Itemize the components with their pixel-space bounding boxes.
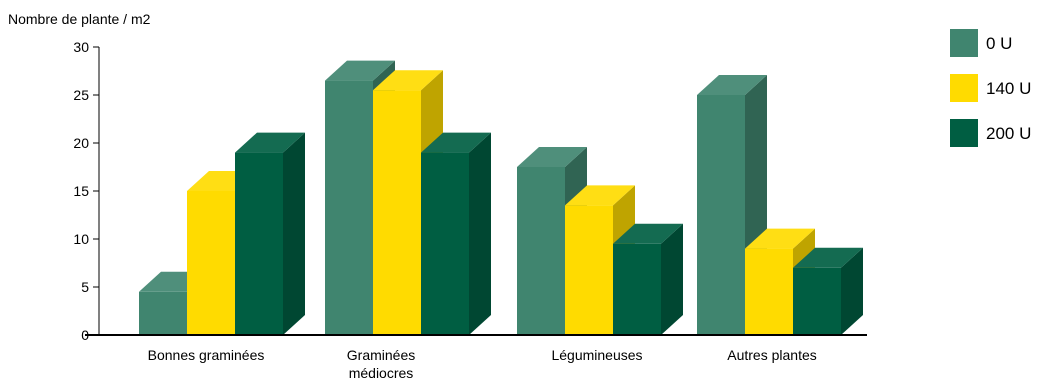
bar-side [841, 247, 863, 335]
legend-label: 200 U [986, 124, 1031, 143]
category-label: Bonnes graminées [148, 347, 265, 363]
bar-side [661, 223, 683, 335]
bars [139, 60, 863, 335]
legend-item: 0 U [950, 29, 1012, 57]
bar-top [421, 132, 491, 153]
category-label: Graminées médiocres [347, 347, 415, 381]
category-label: Autres plantes [727, 347, 817, 363]
y-tick-label: 5 [81, 279, 89, 295]
legend-item: 140 U [950, 74, 1031, 102]
bar-top [793, 247, 863, 268]
bar [421, 132, 491, 335]
bar-front [325, 80, 373, 335]
legend: 0 U 140 U 200 U [950, 29, 1031, 147]
bar-top [697, 75, 767, 95]
bar-front [697, 95, 745, 335]
bar-top [613, 223, 683, 244]
bar-front [613, 243, 661, 335]
bar-side [283, 132, 305, 335]
bar [613, 223, 683, 335]
bar-top [373, 70, 443, 91]
legend-item: 200 U [950, 119, 1031, 147]
legend-swatch [950, 74, 978, 102]
bar-side [469, 132, 491, 335]
legend-swatch [950, 29, 978, 57]
y-tick-label: 20 [73, 135, 89, 151]
legend-swatch [950, 119, 978, 147]
bar-top [565, 185, 635, 206]
y-axis-ticks: 051015202530 [73, 39, 99, 343]
y-axis-title: Nombre de plante / m2 [8, 11, 151, 27]
bar-top [745, 228, 815, 249]
bar-front [793, 267, 841, 335]
y-tick-label: 15 [73, 183, 89, 199]
bar-front [139, 291, 187, 335]
legend-label: 140 U [986, 79, 1031, 98]
bar-front [187, 191, 235, 335]
bar-front [235, 152, 283, 335]
bar-top [517, 147, 587, 167]
bar-front [565, 205, 613, 335]
bar-front [421, 152, 469, 335]
bar-front [373, 90, 421, 335]
legend-label: 0 U [986, 34, 1012, 53]
bar-top [325, 60, 395, 81]
y-tick-label: 10 [73, 231, 89, 247]
category-label: Légumineuses [551, 347, 642, 363]
y-tick-label: 30 [73, 39, 89, 55]
bar-front [517, 167, 565, 335]
category-labels: Bonnes graminées Graminées médiocres Légumi… [148, 347, 817, 381]
bar-top [235, 132, 305, 153]
y-tick-label: 25 [73, 87, 89, 103]
bar [235, 132, 305, 335]
bar [565, 185, 635, 335]
bar [793, 247, 863, 335]
bar-front [745, 248, 793, 335]
